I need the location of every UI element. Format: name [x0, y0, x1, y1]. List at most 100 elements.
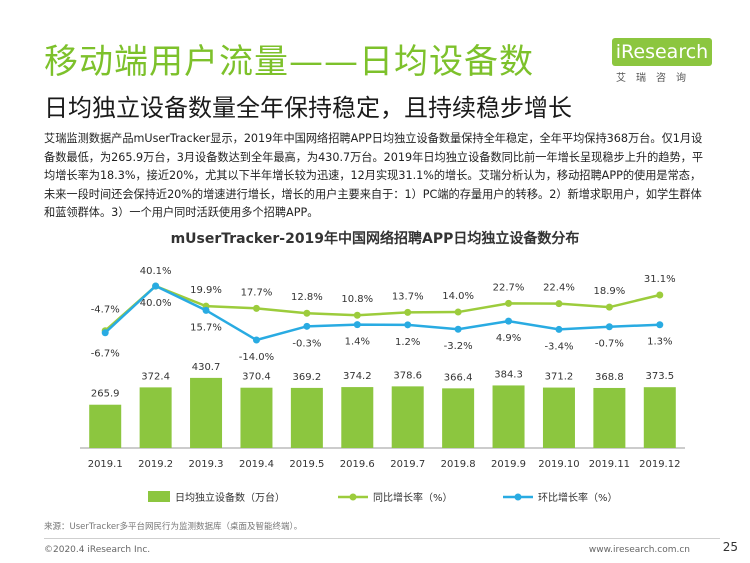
yoy-series-point	[505, 299, 513, 307]
x-tick-label: 2019.9	[491, 459, 526, 470]
x-tick-label: 2019.10	[538, 459, 579, 470]
mom-series-point	[404, 321, 412, 329]
bar-data-label: 265.9	[91, 389, 120, 400]
legend-label-mom: 环比增长率（%）	[538, 491, 618, 504]
yoy-series-point	[605, 303, 613, 311]
yoy-data-label: 17.7%	[241, 287, 273, 298]
yoy-series-point	[303, 309, 311, 317]
mom-series-point	[656, 321, 664, 329]
yoy-data-label: 10.8%	[341, 294, 373, 305]
website-link[interactable]: www.iresearch.com.cn	[588, 545, 690, 555]
logo-subtitle: 艾瑞咨询	[616, 73, 696, 84]
mom-data-label: -0.3%	[292, 338, 321, 349]
bar-device-count	[290, 387, 323, 448]
yoy-data-label: 19.9%	[190, 285, 222, 296]
x-tick-label: 2019.7	[390, 459, 425, 470]
page-subtitle: 日均独立设备数量全年保持稳定，且持续稳步增长	[44, 94, 572, 122]
yoy-series-point	[252, 304, 260, 312]
yoy-data-label: 13.7%	[392, 291, 424, 302]
bar-device-count	[593, 387, 626, 448]
bar-data-label: 371.2	[545, 372, 574, 383]
bar-device-count	[341, 387, 374, 448]
mom-data-label: -0.7%	[595, 339, 624, 350]
x-tick-label: 2019.1	[88, 459, 123, 470]
yoy-data-label: 14.0%	[442, 291, 474, 302]
mom-data-label: -3.2%	[444, 341, 473, 352]
yoy-data-label: 31.1%	[644, 274, 676, 285]
yoy-series-line	[104, 284, 661, 332]
x-tick-label: 2019.3	[189, 459, 224, 470]
x-tick-label: 2019.4	[239, 459, 274, 470]
copyright-text: ©2020.4 iResearch Inc.	[44, 545, 151, 555]
mom-data-label: 15.7%	[190, 322, 222, 333]
mom-series-point	[454, 325, 462, 333]
mom-series-line	[104, 284, 660, 342]
yoy-series-point	[454, 308, 462, 316]
yoy-data-label: -4.7%	[91, 305, 120, 316]
mom-series-point	[303, 322, 311, 330]
bar-device-count	[139, 387, 172, 448]
bar-data-label: 372.4	[141, 371, 170, 382]
bar-data-label: 378.6	[393, 370, 422, 381]
bar-data-label: 430.7	[192, 362, 221, 373]
mom-data-label: -6.7%	[91, 349, 120, 360]
x-tick-label: 2019.11	[589, 459, 630, 470]
yoy-data-label: 22.7%	[493, 282, 525, 293]
source-note: 来源：UserTracker多平台网民行为监测数据库（桌面及智能终端）。	[44, 522, 303, 532]
yoy-series-point	[404, 308, 412, 316]
mom-data-label: -14.0%	[239, 352, 274, 363]
bar-device-count	[89, 404, 122, 448]
bar-data-label: 384.3	[494, 369, 523, 380]
mom-data-label: 1.2%	[395, 337, 420, 348]
bar-device-count	[492, 385, 525, 448]
mom-series-point	[555, 325, 563, 333]
mom-series-point	[202, 306, 210, 314]
legend-label-device-count: 日均独立设备数（万台）	[175, 491, 285, 504]
footer-divider	[44, 538, 720, 539]
analysis-paragraph: 艾瑞监测数据产品mUserTracker显示，2019年中国网络招聘APP日均独…	[44, 132, 704, 219]
chart-title: mUserTracker-2019年中国网络招聘APP日均独立设备数分布	[170, 231, 580, 247]
bar-data-label: 369.2	[293, 372, 322, 383]
mom-data-label: 1.3%	[647, 337, 672, 348]
mom-series-point	[152, 282, 160, 290]
page-title: 移动端用户流量——日均设备数	[44, 42, 534, 82]
yoy-data-label: 18.9%	[593, 286, 625, 297]
x-tick-label: 2019.2	[138, 459, 173, 470]
yoy-data-label: 12.8%	[291, 292, 323, 303]
yoy-data-label: 22.4%	[543, 283, 575, 294]
mom-data-label: 1.4%	[345, 337, 370, 348]
bar-data-label: 368.8	[595, 372, 624, 383]
yoy-data-label: 40.0%	[140, 298, 172, 309]
mom-series-point	[505, 317, 513, 325]
mom-series-point	[101, 329, 109, 337]
x-tick-label: 2019.12	[639, 459, 680, 470]
yoy-series-point	[656, 291, 664, 299]
mom-data-label: 4.9%	[496, 333, 521, 344]
yoy-series-point	[555, 300, 563, 308]
x-tick-label: 2019.6	[340, 459, 375, 470]
x-tick-label: 2019.5	[289, 459, 324, 470]
page-number: 25	[722, 540, 738, 554]
yoy-series-point	[353, 311, 361, 319]
bar-device-count	[240, 387, 273, 448]
mom-data-label: 40.1%	[140, 266, 172, 277]
legend-mom-marker	[514, 493, 522, 501]
iresearch-logo: iResearch 艾瑞咨询	[606, 38, 716, 84]
bar-device-count	[190, 377, 223, 448]
mom-data-label: -3.4%	[544, 341, 573, 352]
x-tick-label: 2019.8	[441, 459, 476, 470]
bar-data-label: 370.4	[242, 372, 271, 383]
bar-device-count	[542, 387, 575, 448]
mom-series-point	[605, 323, 613, 331]
logo-text: iResearch	[612, 38, 712, 66]
bar-device-count	[391, 386, 424, 448]
legend-bar-swatch	[148, 491, 170, 502]
legend-label-yoy: 同比增长率（%）	[373, 491, 453, 504]
bar-data-label: 373.5	[645, 371, 674, 382]
mom-series-point	[353, 321, 361, 329]
bar-device-count	[442, 388, 475, 448]
bar-data-label: 366.4	[444, 372, 473, 383]
bar-device-count	[643, 387, 676, 448]
bar-data-label: 374.2	[343, 371, 372, 382]
